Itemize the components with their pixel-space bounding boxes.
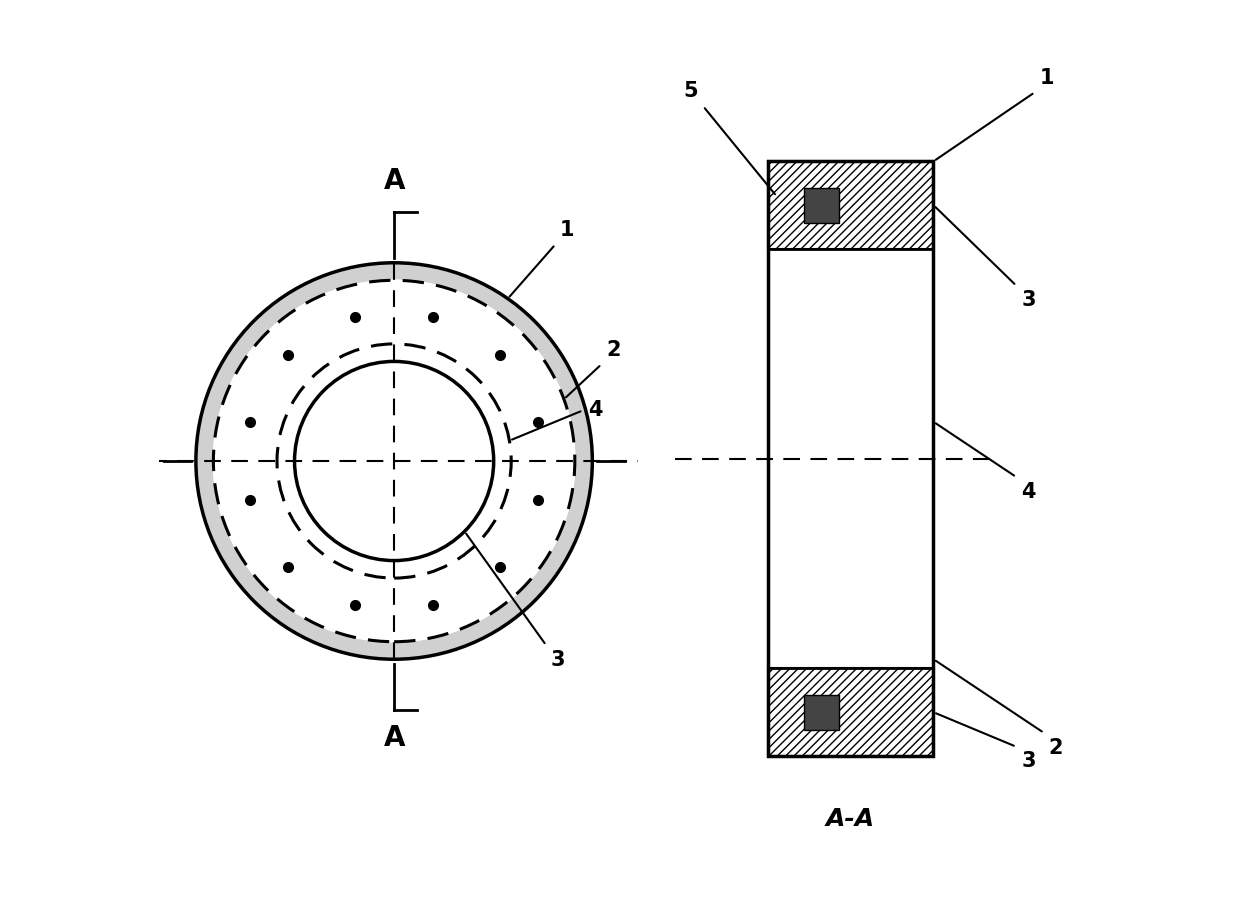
Text: 1: 1	[560, 219, 574, 240]
Circle shape	[295, 361, 494, 561]
Bar	[768, 161, 934, 756]
Text: A: A	[383, 724, 404, 751]
Text: 4: 4	[588, 400, 603, 420]
Text: 2: 2	[606, 339, 621, 360]
Text: 3: 3	[1021, 290, 1035, 311]
Bar	[768, 161, 934, 249]
Text: A: A	[383, 168, 404, 195]
Circle shape	[213, 280, 575, 642]
Bar	[805, 695, 839, 730]
Text: 1: 1	[1039, 67, 1054, 88]
Circle shape	[196, 263, 593, 659]
Bar	[805, 188, 839, 223]
Text: 3: 3	[551, 650, 565, 670]
Circle shape	[213, 280, 575, 642]
Text: A-A: A-A	[826, 807, 875, 831]
Bar	[768, 161, 934, 756]
Circle shape	[277, 344, 511, 578]
Bar	[768, 668, 934, 756]
Text: 3: 3	[1021, 751, 1035, 772]
Text: 5: 5	[683, 81, 698, 101]
Circle shape	[295, 361, 494, 561]
Text: 2: 2	[1049, 738, 1063, 758]
Circle shape	[196, 263, 593, 659]
Text: 4: 4	[1021, 482, 1035, 502]
